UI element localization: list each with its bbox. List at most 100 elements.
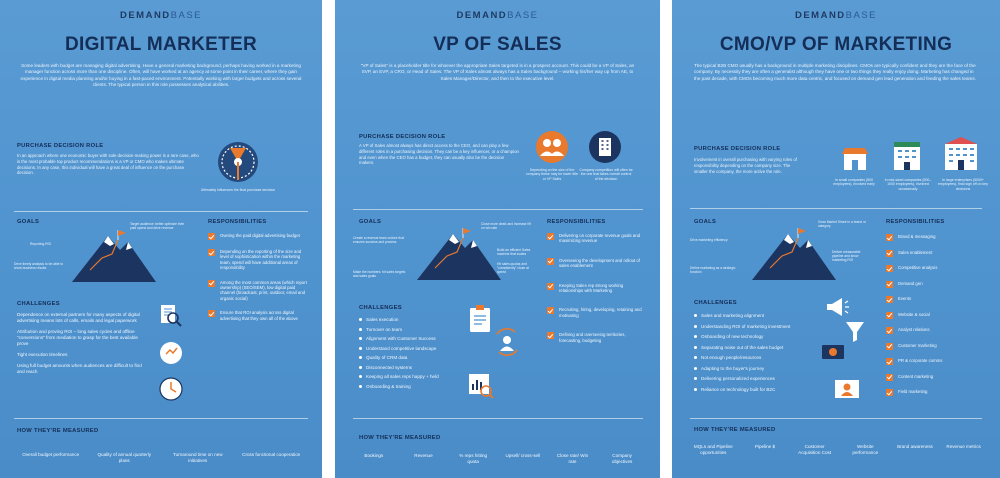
company-caption: Company competition will often be the on… <box>579 168 633 181</box>
divider <box>353 418 643 419</box>
purchase-decision-heading: PURCHASE DECISION ROLE <box>694 146 781 152</box>
responsibilities-list: Delivering on corporate revenue goals an… <box>547 233 645 343</box>
goal-label: Hit sales quotas and "consistently" clos… <box>497 262 529 274</box>
challenge-item: Adapting to the buyer's journey <box>694 366 824 372</box>
vp-of-sales-panel: DEMANDBASE VP OF SALES "VP of Sales" is … <box>335 0 660 478</box>
challenge-item: Sales execution <box>359 317 477 323</box>
checkbox-icon <box>886 249 893 257</box>
how-measured-heading: HOW THEY'RE MEASURED <box>694 427 776 433</box>
challenge-item: Reliance on technology built for B2C <box>694 387 824 393</box>
responsibility-item: PR & corporate comms <box>886 358 986 365</box>
demandbase-logo: DEMANDBASE <box>794 10 878 21</box>
challenge-item: Onboarding of new technology <box>694 334 824 340</box>
decision-gauge-icon <box>218 142 258 182</box>
responsibility-item: Defining and overseeing territories, for… <box>547 332 645 343</box>
metric-item: Quality of annual quarterly plans <box>97 452 152 463</box>
challenge-item: Using full budget amounts when audiences… <box>17 363 142 374</box>
goal-label: Deliver measurable pipeline and show mar… <box>832 250 861 262</box>
metric-item: Website performance <box>852 444 879 455</box>
metric-item: Cross functional cooperation <box>242 452 301 457</box>
mountain-goal-icon <box>417 228 501 280</box>
challenge-item: Quality of CRM data <box>359 355 477 361</box>
goal-label: Drive marketing efficiency <box>690 238 728 242</box>
challenges-list: Sales and marketing alignment Understand… <box>694 313 824 393</box>
challenges-list: Sales execution Turnover on team Alignme… <box>359 317 477 390</box>
responsibility-item: Events <box>886 296 986 303</box>
responsibility-item: Delivering on corporate revenue goals an… <box>547 233 645 244</box>
document-search-icon <box>161 305 182 327</box>
checkbox-icon <box>886 373 893 381</box>
checkbox-icon <box>886 234 893 241</box>
chart-search-icon <box>469 374 494 399</box>
metric-item: Revenue <box>414 453 433 458</box>
challenge-item: Understanding ROI of marketing investmen… <box>694 324 824 330</box>
panel-title: DIGITAL MARKETER <box>65 34 257 55</box>
metrics-row: Bookings Revenue % reps hitting quota Up… <box>349 453 647 464</box>
challenge-item: Dependence on external partners for many… <box>17 312 140 323</box>
decision-gauge-caption: Ultimately influences the final purchase… <box>200 188 276 192</box>
how-measured-heading: HOW THEY'RE MEASURED <box>17 428 99 434</box>
funnel-icon <box>846 322 864 342</box>
digital-marketer-panel: DEMANDBASE DIGITAL MARKETER Some leaders… <box>0 0 322 478</box>
goal-label: Make the numbers: hit sales targets and … <box>353 270 406 278</box>
metric-item: MQLs and Pipeline opportunities <box>693 444 733 455</box>
panel-title: VP OF SALES <box>433 34 562 55</box>
responsibility-item: Recruiting, hiring, developing, retainin… <box>547 307 645 318</box>
responsibilities-heading: RESPONSIBILITIES <box>208 219 267 225</box>
responsibility-item: Brand & messaging <box>886 234 986 241</box>
metric-item: Pipeline $ <box>754 444 776 449</box>
goal-label: Target audience: better optimize their p… <box>130 222 185 230</box>
goal-label: Drive timely analysis to be able to show… <box>14 262 64 270</box>
challenge-item: Tight execution timelines <box>17 352 68 357</box>
goal-label: Create a revenue team culture that ensur… <box>353 236 404 244</box>
team-people-icon <box>536 131 568 163</box>
purchase-decision-heading: PURCHASE DECISION ROLE <box>359 134 446 140</box>
responsibility-item: Owning the paid digital advertising budg… <box>208 233 308 240</box>
clock-icon <box>159 377 183 401</box>
challenge-item: Alignment with Customer Success <box>359 336 477 342</box>
checkbox-icon <box>886 265 893 272</box>
money-icon <box>822 345 844 359</box>
responsibility-item: Analyst relations <box>886 327 986 334</box>
challenges-heading: CHALLENGES <box>694 300 737 306</box>
goals-heading: GOALS <box>359 219 382 225</box>
purchase-decision-text: Involvement in overall purchasing with v… <box>694 157 797 174</box>
goal-label: Build an efficient Sales machine that sc… <box>497 248 531 256</box>
responsibilities-heading: RESPONSIBILITIES <box>547 219 606 225</box>
checkbox-icon <box>886 389 893 396</box>
purchase-decision-text: A VP of Sales almost always has direct a… <box>359 143 519 166</box>
responsibility-item: Website & social <box>886 311 986 319</box>
checkbox-icon <box>208 279 215 287</box>
small-company-caption: In small companies (500 employees), invo… <box>833 178 875 187</box>
challenge-item: Keeping all sales reps happy + held <box>359 374 477 380</box>
responsibility-item: Field marketing <box>886 389 986 396</box>
responsibility-item: Depending on the reporting of the size a… <box>208 249 308 271</box>
checkbox-icon <box>208 233 215 240</box>
metrics-row: Overall budget performance Quality of an… <box>14 452 308 463</box>
intro-text: The typical B2B CMO usually has a backgr… <box>694 63 976 81</box>
metric-item: Bookings <box>364 453 384 458</box>
responsibility-item: Keeping Sales rep strong working relatio… <box>547 282 645 294</box>
checkbox-icon <box>886 327 893 334</box>
challenge-item: Delivering personalized experiences <box>694 376 824 382</box>
metric-item: Company objectives <box>611 453 633 464</box>
demandbase-logo: DEMANDBASE <box>119 10 203 21</box>
metric-item: Turnaround time on new initiatives <box>172 452 223 463</box>
mountain-goal-icon <box>752 228 836 280</box>
purchase-decision-heading: PURCHASE DECISION ROLE <box>17 143 104 149</box>
responsibility-item: Customer marketing <box>886 342 986 350</box>
challenges-list: Dependence on external partners for many… <box>17 312 145 375</box>
challenge-item: Separating noise out of the sales budget <box>694 345 824 351</box>
metric-item: Overall budget performance <box>22 452 80 457</box>
mid-building-icon <box>894 142 920 170</box>
megaphone-icon <box>827 298 849 316</box>
challenges-heading: CHALLENGES <box>359 305 402 311</box>
checkbox-icon <box>547 332 554 340</box>
challenge-item: Understand competitive landscape <box>359 346 477 352</box>
checkbox-icon <box>547 257 554 265</box>
mountain-goal-icon <box>72 230 156 282</box>
enterprise-building-icon <box>945 137 977 170</box>
metric-item: Customer Acquisition Cost <box>798 444 832 455</box>
responsibilities-heading: RESPONSIBILITIES <box>886 219 945 225</box>
checkbox-icon <box>886 311 893 319</box>
